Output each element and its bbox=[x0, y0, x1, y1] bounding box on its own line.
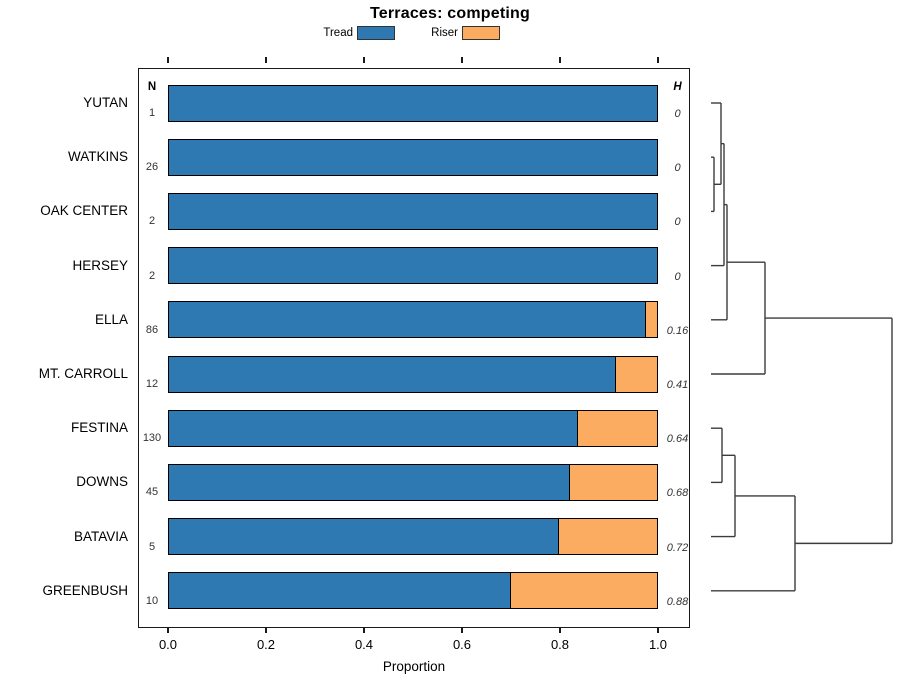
bar-row bbox=[168, 572, 658, 610]
n-value: 10 bbox=[145, 594, 159, 607]
bar-segment-tread bbox=[169, 356, 617, 392]
bar-row bbox=[168, 247, 658, 285]
bar-row bbox=[168, 518, 658, 556]
row-label: BATAVIA bbox=[73, 528, 128, 544]
x-axis-tick-label: 0.6 bbox=[452, 637, 472, 652]
h-value: 0.16 bbox=[666, 324, 689, 337]
bar-row bbox=[168, 301, 658, 339]
legend-swatch-riser bbox=[462, 26, 500, 40]
legend-label-tread: Tread bbox=[323, 27, 353, 39]
x-axis-tick-bottom bbox=[461, 627, 463, 633]
bar-segment-tread bbox=[169, 464, 571, 500]
bar-row bbox=[168, 463, 658, 501]
h-value: 0 bbox=[674, 216, 681, 229]
bar-segment-tread bbox=[169, 193, 657, 229]
x-axis-title: Proportion bbox=[382, 659, 446, 674]
bar-segment-riser bbox=[577, 410, 657, 446]
n-value: 1 bbox=[148, 107, 156, 119]
h-value: 0 bbox=[674, 108, 681, 120]
x-axis-tick-top bbox=[559, 57, 561, 63]
n-value: 45 bbox=[145, 486, 159, 499]
bar-row bbox=[168, 355, 658, 393]
x-axis-tick-label: 0.4 bbox=[354, 637, 374, 652]
bar-row bbox=[168, 192, 658, 230]
row-label: GREENBUSH bbox=[42, 582, 128, 598]
h-value: 0.88 bbox=[666, 595, 689, 608]
h-value: 0 bbox=[674, 162, 681, 175]
n-value: 130 bbox=[142, 432, 162, 445]
chart-title: Terraces: competing bbox=[370, 5, 530, 22]
bar-segment-tread bbox=[169, 302, 646, 338]
plot-area bbox=[138, 68, 690, 628]
n-value: 12 bbox=[145, 378, 159, 390]
h-value: 0.64 bbox=[666, 433, 689, 446]
row-label: OAK CENTER bbox=[40, 203, 128, 219]
x-axis-tick-top bbox=[363, 57, 365, 63]
x-axis-tick-bottom bbox=[167, 627, 169, 633]
x-axis-tick-top bbox=[265, 57, 267, 63]
n-value: 2 bbox=[148, 215, 156, 228]
h-value: 0 bbox=[674, 270, 681, 283]
row-label: YUTAN bbox=[83, 95, 128, 110]
x-axis-tick-top bbox=[167, 57, 169, 63]
h-value: 0.72 bbox=[666, 541, 689, 554]
h-value: 0.68 bbox=[666, 487, 689, 500]
n-value: 5 bbox=[148, 540, 156, 553]
x-axis-tick-label: 0.2 bbox=[256, 637, 276, 652]
bar-row bbox=[168, 409, 658, 447]
x-axis-tick-label: 0.8 bbox=[550, 637, 570, 652]
bar-segment-tread bbox=[169, 139, 657, 175]
row-label: FESTINA bbox=[70, 420, 128, 436]
h-column-header: H bbox=[673, 81, 682, 93]
bar-segment-riser bbox=[645, 302, 657, 338]
row-label: DOWNS bbox=[76, 474, 128, 490]
x-axis-tick-top bbox=[657, 57, 659, 63]
row-label: HERSEY bbox=[72, 257, 128, 273]
bar-segment-riser bbox=[616, 356, 657, 392]
n-column-header: N bbox=[147, 81, 157, 93]
bar-segment-riser bbox=[559, 519, 657, 555]
bar-segment-tread bbox=[169, 573, 511, 609]
n-value: 86 bbox=[145, 323, 159, 336]
bar-segment-tread bbox=[169, 85, 657, 121]
bar-segment-riser bbox=[510, 573, 657, 609]
legend-swatch-tread bbox=[357, 26, 395, 40]
h-value: 0.41 bbox=[666, 379, 689, 391]
x-axis-tick-bottom bbox=[265, 627, 267, 633]
x-axis-tick-label: 0.0 bbox=[158, 637, 178, 652]
row-label: WATKINS bbox=[68, 149, 128, 165]
bar-row bbox=[168, 138, 658, 176]
row-label: MT. CARROLL bbox=[38, 366, 128, 381]
legend-label-riser: Riser bbox=[431, 27, 458, 39]
bar-segment-tread bbox=[169, 248, 657, 284]
x-axis-tick-top bbox=[461, 57, 463, 63]
row-label: ELLA bbox=[94, 311, 128, 327]
bar-segment-riser bbox=[570, 464, 657, 500]
x-axis-tick-bottom bbox=[559, 627, 561, 633]
x-axis-tick-label: 1.0 bbox=[648, 637, 668, 652]
x-axis-tick-bottom bbox=[657, 627, 659, 633]
bar-segment-tread bbox=[169, 519, 560, 555]
n-value: 26 bbox=[145, 161, 159, 174]
bar-segment-tread bbox=[169, 410, 578, 446]
bar-row bbox=[168, 84, 658, 122]
n-value: 2 bbox=[148, 269, 156, 282]
x-axis-tick-bottom bbox=[363, 627, 365, 633]
